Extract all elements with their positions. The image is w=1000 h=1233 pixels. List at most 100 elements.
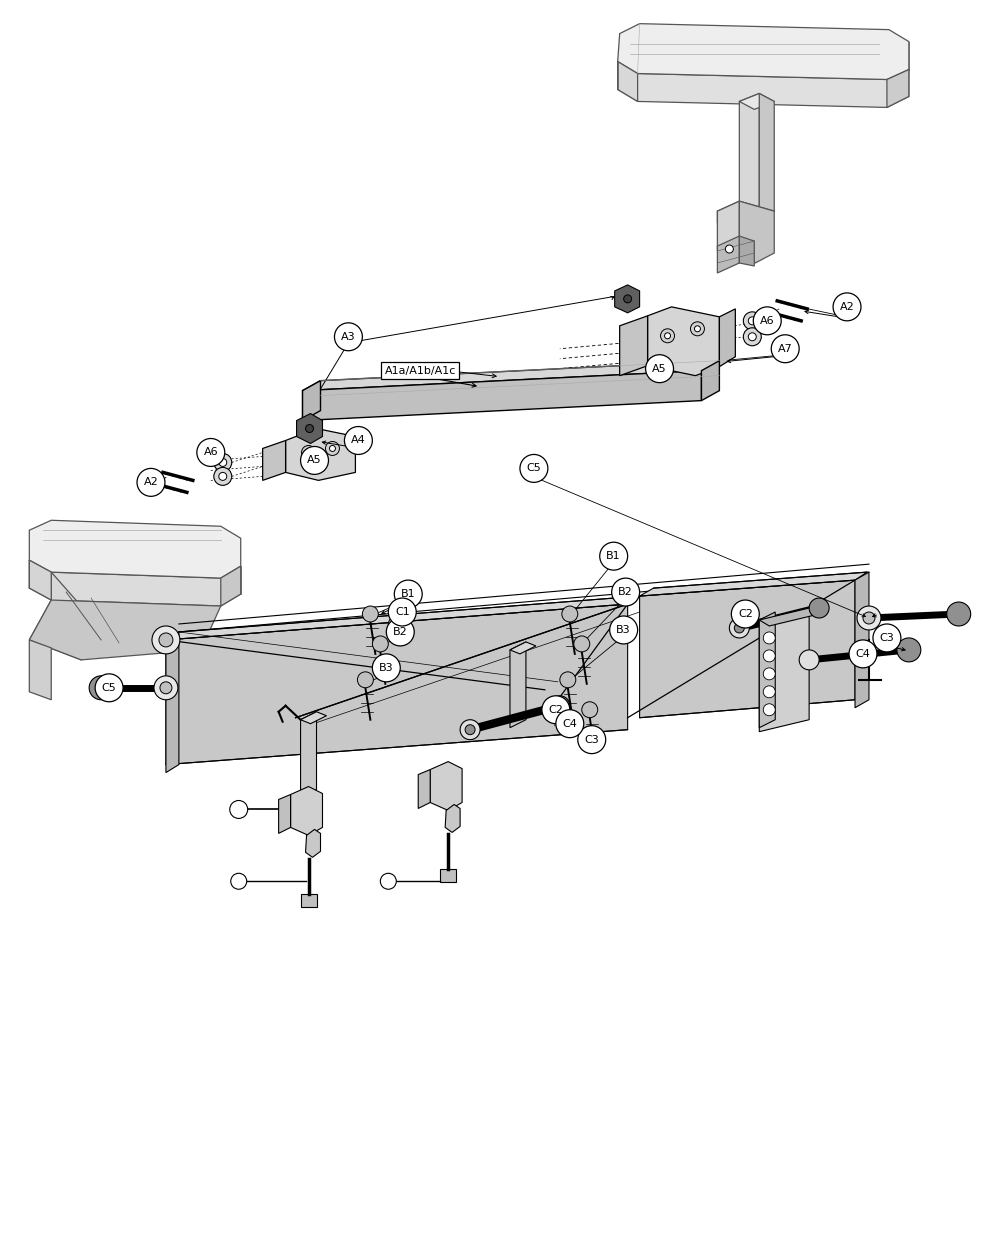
Circle shape <box>729 618 749 637</box>
Circle shape <box>219 459 227 466</box>
Polygon shape <box>759 612 775 727</box>
Circle shape <box>465 725 475 735</box>
Circle shape <box>394 580 422 608</box>
Text: C3: C3 <box>584 735 599 745</box>
Circle shape <box>725 245 733 253</box>
Polygon shape <box>29 560 51 600</box>
Polygon shape <box>717 201 774 223</box>
Circle shape <box>753 307 781 335</box>
Text: A3: A3 <box>341 332 356 342</box>
Circle shape <box>214 467 232 486</box>
Circle shape <box>731 600 759 628</box>
Circle shape <box>771 335 799 363</box>
Circle shape <box>460 720 480 740</box>
Circle shape <box>357 672 373 688</box>
Polygon shape <box>301 711 317 798</box>
Circle shape <box>734 623 744 633</box>
Circle shape <box>763 668 775 679</box>
Polygon shape <box>286 429 355 481</box>
Polygon shape <box>291 787 322 836</box>
Polygon shape <box>29 520 241 578</box>
Circle shape <box>230 800 248 819</box>
Circle shape <box>897 637 921 662</box>
Circle shape <box>302 445 316 460</box>
Polygon shape <box>640 580 855 718</box>
Circle shape <box>863 612 875 624</box>
Text: C1: C1 <box>395 607 410 616</box>
Circle shape <box>748 333 756 340</box>
Text: B1: B1 <box>401 589 416 599</box>
Text: C5: C5 <box>527 464 541 473</box>
Circle shape <box>578 726 606 753</box>
Circle shape <box>95 674 123 702</box>
Polygon shape <box>166 604 628 764</box>
Text: A4: A4 <box>351 435 366 445</box>
Polygon shape <box>510 642 536 653</box>
Polygon shape <box>648 307 719 376</box>
Polygon shape <box>303 381 320 420</box>
Circle shape <box>690 322 704 335</box>
Text: C4: C4 <box>856 649 870 658</box>
Text: C3: C3 <box>880 633 894 642</box>
Text: A5: A5 <box>652 364 667 374</box>
Polygon shape <box>739 94 759 219</box>
Circle shape <box>325 441 339 455</box>
Circle shape <box>661 329 675 343</box>
Text: A2: A2 <box>144 477 158 487</box>
Polygon shape <box>701 361 719 401</box>
Circle shape <box>159 633 173 647</box>
Circle shape <box>380 873 396 889</box>
Circle shape <box>849 640 877 668</box>
Polygon shape <box>306 830 320 857</box>
Polygon shape <box>510 642 526 727</box>
Circle shape <box>743 312 761 329</box>
Circle shape <box>388 598 416 626</box>
Circle shape <box>873 624 901 652</box>
Circle shape <box>160 682 172 694</box>
Polygon shape <box>445 804 460 832</box>
Circle shape <box>154 676 178 700</box>
Text: A5: A5 <box>307 455 322 465</box>
Polygon shape <box>719 308 735 366</box>
Polygon shape <box>29 640 51 700</box>
Circle shape <box>372 653 400 682</box>
Polygon shape <box>303 361 719 391</box>
Circle shape <box>89 676 113 700</box>
Polygon shape <box>620 316 648 376</box>
Circle shape <box>833 293 861 321</box>
Polygon shape <box>29 572 106 660</box>
Polygon shape <box>297 413 322 444</box>
Circle shape <box>610 616 638 644</box>
Circle shape <box>556 710 584 737</box>
Polygon shape <box>301 711 326 724</box>
Text: B2: B2 <box>618 587 633 597</box>
Text: B3: B3 <box>616 625 631 635</box>
Circle shape <box>386 618 414 646</box>
Text: A1a/A1b/A1c: A1a/A1b/A1c <box>385 366 456 376</box>
Circle shape <box>520 455 548 482</box>
Text: C4: C4 <box>562 719 577 729</box>
Circle shape <box>329 445 335 451</box>
Circle shape <box>763 686 775 698</box>
Circle shape <box>152 626 180 653</box>
Polygon shape <box>29 560 241 607</box>
Polygon shape <box>263 440 286 481</box>
Circle shape <box>748 317 756 324</box>
Polygon shape <box>166 633 179 773</box>
Circle shape <box>763 704 775 715</box>
Circle shape <box>799 650 819 670</box>
Circle shape <box>550 695 570 715</box>
Polygon shape <box>29 600 221 660</box>
Circle shape <box>219 472 227 481</box>
Text: A6: A6 <box>203 448 218 457</box>
Polygon shape <box>717 236 739 272</box>
Polygon shape <box>440 869 456 883</box>
Circle shape <box>582 702 598 718</box>
Polygon shape <box>739 201 774 263</box>
Circle shape <box>857 607 881 630</box>
Circle shape <box>344 427 372 455</box>
Text: A2: A2 <box>840 302 854 312</box>
Circle shape <box>372 636 388 652</box>
Circle shape <box>388 616 402 631</box>
Circle shape <box>763 650 775 662</box>
